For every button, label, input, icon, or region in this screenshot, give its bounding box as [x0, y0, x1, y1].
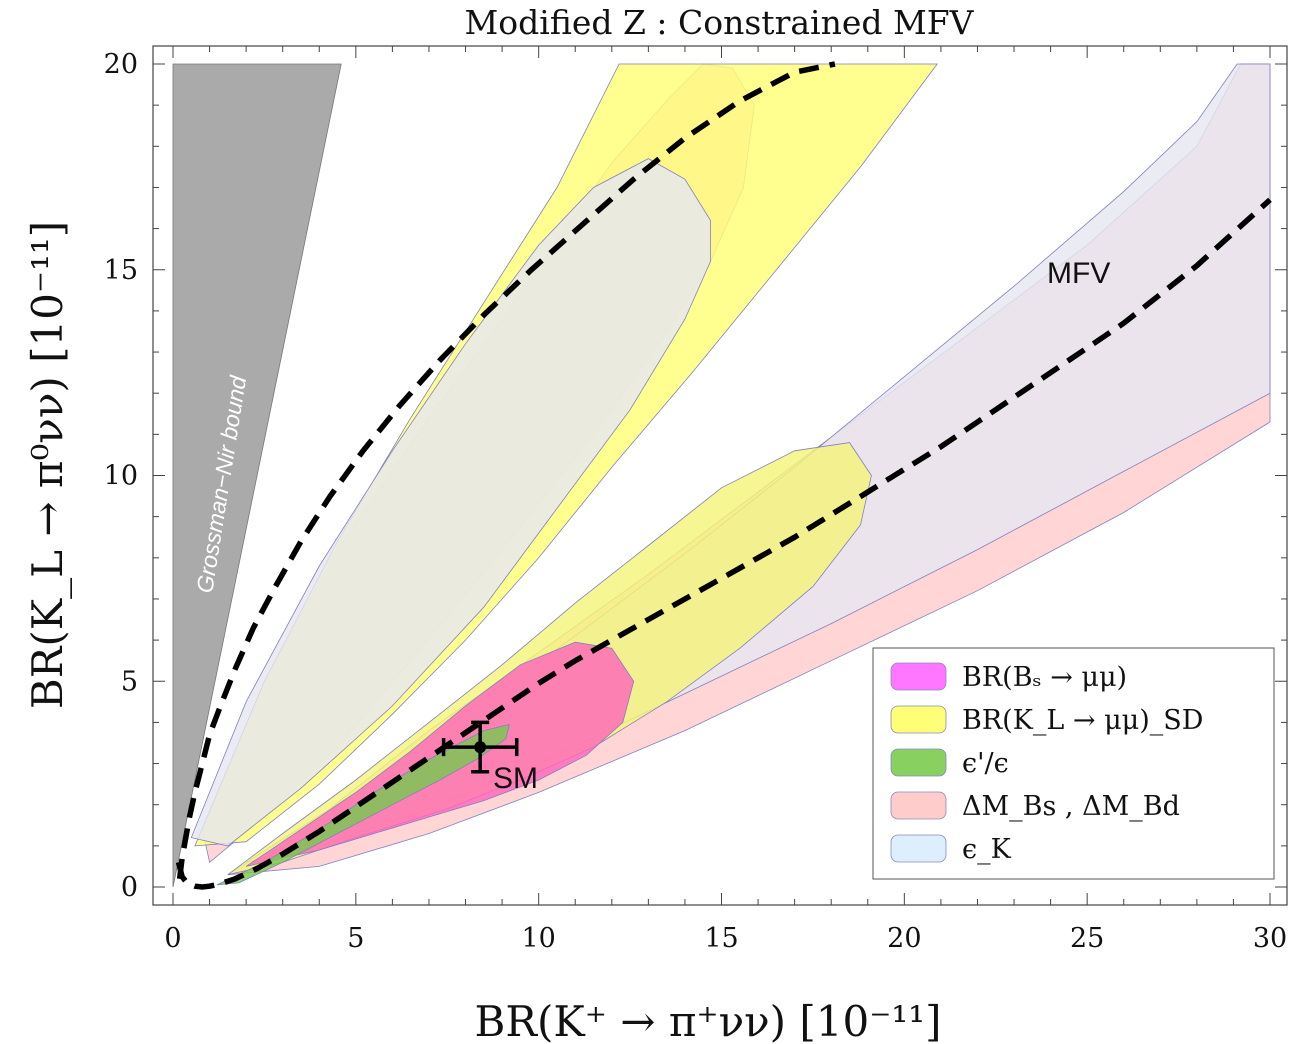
x-tick-label: 25	[1070, 923, 1104, 954]
legend-items: BR(Bₛ → μμ) BR(K_L → μμ)_SD ϵ'/ϵ ΔM_Bs , ΔM…	[890, 662, 1203, 865]
region-3	[190, 158, 711, 847]
y-axis-label: BR(K_L → π⁰νν) [10⁻¹¹]	[23, 221, 72, 709]
y-tick-label: 10	[104, 461, 138, 492]
x-tick-label: 20	[887, 923, 921, 954]
regions-layer	[172, 63, 1271, 888]
x-tick-label: 30	[1253, 923, 1287, 954]
mfv-curve-1	[175, 197, 1272, 890]
y-tick-label: 5	[121, 666, 138, 697]
legend-swatch-dm	[890, 791, 947, 820]
legend-swatch-bs	[890, 662, 947, 691]
y-tick-label: 20	[104, 49, 138, 80]
sm-point-marker	[474, 741, 487, 754]
series-layer	[175, 61, 1272, 890]
legend: BR(Bₛ → μμ) BR(K_L → μμ)_SD ϵ'/ϵ ΔM_Bs , ΔM…	[872, 647, 1275, 880]
legend-label-kl: BR(K_L → μμ)_SD	[962, 705, 1203, 736]
legend-label-eps: ϵ'/ϵ	[962, 748, 1009, 779]
legend-label-dm: ΔM_Bs , ΔM_Bd	[962, 791, 1180, 822]
x-axis-label: BR(K⁺ → π⁺νν) [10⁻¹¹]	[475, 997, 942, 1044]
mfv-annotation: MFV	[1047, 257, 1110, 290]
legend-swatch-kl	[890, 705, 947, 734]
y-tick-label: 15	[104, 255, 138, 286]
x-tick-label: 5	[347, 923, 364, 954]
chart-title: Modified Z : Constrained MFV	[464, 3, 974, 42]
legend-label-ek: ϵ_K	[962, 834, 1012, 865]
region-0	[172, 63, 342, 888]
legend-label-bs: BR(Bₛ → μμ)	[962, 662, 1127, 693]
legend-swatch-eps	[890, 748, 947, 777]
sm-annotation: SM	[493, 762, 538, 795]
x-tick-label: 10	[521, 923, 555, 954]
x-tick-label: 0	[164, 923, 181, 954]
mfv-curve-0	[176, 61, 836, 880]
sm-point	[441, 720, 519, 774]
ticks-layer: 0 5 10 15 20 25 30 0 5 10 15 20	[104, 46, 1287, 954]
y-tick-label: 0	[121, 872, 138, 903]
legend-swatch-ek	[890, 834, 947, 863]
x-tick-label: 15	[704, 923, 738, 954]
